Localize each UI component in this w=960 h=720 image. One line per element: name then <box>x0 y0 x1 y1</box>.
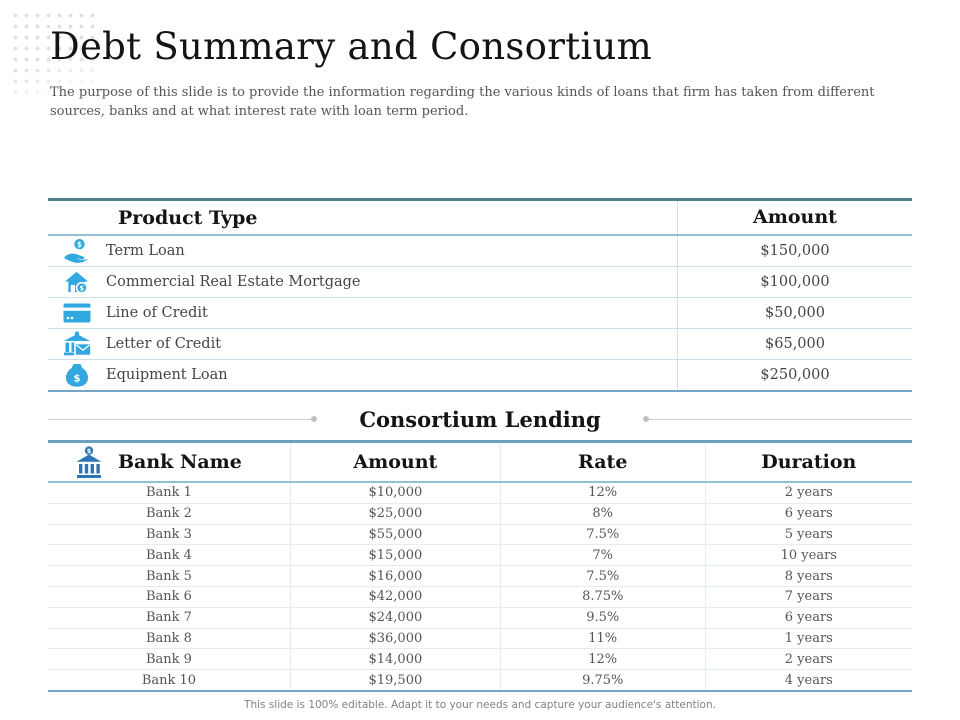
bank-name: Bank 7 <box>145 610 192 626</box>
table-row: $ Commercial Real Estate Mortgage $100,0… <box>48 267 912 298</box>
loan-amount: $15,000 <box>289 545 500 566</box>
product-name: Line of Credit <box>106 305 208 321</box>
page-title: Debt Summary and Consortium <box>50 25 653 68</box>
loan-rate: 7.5% <box>499 524 705 545</box>
table-row: Bank 8 $36,000 11% 1 years <box>48 628 912 650</box>
product-amount: $65,000 <box>677 329 912 359</box>
table-row: Bank 7 $24,000 9.5% 6 years <box>48 607 912 629</box>
slide-subtitle: The purpose of this slide is to provide … <box>50 85 875 119</box>
loan-amount: $16,000 <box>289 566 500 586</box>
product-amount: $150,000 <box>677 236 912 266</box>
svg-text:$: $ <box>76 240 81 249</box>
column-header-amount: Amount <box>677 201 912 234</box>
loan-rate: 7.5% <box>499 566 705 586</box>
table-row: Bank 9 $14,000 12% 2 years <box>48 649 912 671</box>
consortium-lending-heading: Consortium Lending <box>48 402 912 436</box>
table-row: Bank 10 $19,500 9.75% 4 years <box>48 670 912 690</box>
loan-amount: $42,000 <box>289 586 500 607</box>
table-row: Letter of Credit $65,000 <box>48 329 912 360</box>
bank-name: Bank 3 <box>145 526 192 542</box>
svg-text:$: $ <box>79 284 84 292</box>
table-row: Bank 2 $25,000 8% 6 years <box>48 503 912 525</box>
table-row: Bank 6 $42,000 8.75% 7 years <box>48 586 912 608</box>
product-name: Letter of Credit <box>106 336 222 352</box>
loan-amount: $24,000 <box>289 607 500 628</box>
table-row: Bank 1 $10,000 12% 2 years <box>48 483 912 504</box>
table-header-row: $ Bank Name Amount Rate Duration <box>48 443 912 483</box>
product-name: Commercial Real Estate Mortgage <box>106 274 361 290</box>
loan-duration: 8 years <box>704 566 912 586</box>
loan-rate: 8.75% <box>499 586 705 607</box>
mortgage-house-icon: $ <box>48 270 105 295</box>
loan-rate: 12% <box>499 483 705 503</box>
product-name: Equipment Loan <box>106 367 228 383</box>
bank-name: Bank 6 <box>145 589 192 605</box>
divider-line <box>48 418 312 420</box>
money-bag-icon: $ <box>48 363 105 388</box>
svg-text:$: $ <box>73 373 80 384</box>
product-amount: $250,000 <box>677 360 912 390</box>
dot-grid-decoration <box>10 10 96 96</box>
loan-amount: $19,500 <box>289 670 500 690</box>
table-row: $ Term Loan $150,000 <box>48 236 912 267</box>
table-row: Line of Credit $50,000 <box>48 298 912 329</box>
column-header-rate: Rate <box>499 443 705 481</box>
bank-icon: $ <box>74 445 104 479</box>
loan-rate: 8% <box>499 503 705 524</box>
footer-note: This slide is 100% editable. Adapt it to… <box>244 699 716 711</box>
credit-card-icon <box>48 303 105 323</box>
loan-duration: 4 years <box>704 670 912 690</box>
table-header-row: Product Type Amount <box>48 201 912 236</box>
loan-rate: 9.5% <box>499 607 705 628</box>
table-row: $ Equipment Loan $250,000 <box>48 360 912 390</box>
section-title: Consortium Lending <box>359 406 601 432</box>
loan-duration: 7 years <box>704 586 912 607</box>
loan-amount: $25,000 <box>289 503 500 524</box>
loan-duration: 2 years <box>704 483 912 503</box>
loan-duration: 6 years <box>704 503 912 524</box>
column-header-bank-name: Bank Name <box>118 451 242 473</box>
column-header-duration: Duration <box>704 443 912 481</box>
bank-name: Bank 4 <box>145 547 192 563</box>
hand-coin-icon: $ <box>48 238 105 264</box>
loan-duration: 10 years <box>704 545 912 566</box>
loan-duration: 5 years <box>704 524 912 545</box>
bank-name: Bank 2 <box>145 506 192 522</box>
bank-name: Bank 10 <box>141 672 197 688</box>
letter-credit-icon <box>48 331 105 357</box>
loan-amount: $36,000 <box>289 628 500 649</box>
table-row: Bank 5 $16,000 7.5% 8 years <box>48 566 912 587</box>
bank-name: Bank 1 <box>145 485 192 501</box>
product-amount: $50,000 <box>677 298 912 328</box>
loan-rate: 7% <box>499 545 705 566</box>
loan-duration: 2 years <box>704 649 912 670</box>
loan-duration: 1 years <box>704 628 912 649</box>
consortium-lending-table: $ Bank Name Amount Rate Duration Bank 1 … <box>48 440 912 692</box>
table-row: Bank 3 $55,000 7.5% 5 years <box>48 524 912 546</box>
table-row: Bank 4 $15,000 7% 10 years <box>48 545 912 567</box>
loan-duration: 6 years <box>704 607 912 628</box>
svg-text:$: $ <box>87 447 92 455</box>
loan-rate: 11% <box>499 628 705 649</box>
bank-name: Bank 9 <box>145 651 192 667</box>
loan-rate: 12% <box>499 649 705 670</box>
bank-name: Bank 8 <box>145 630 192 646</box>
column-header-product-type: Product Type <box>118 206 258 229</box>
loan-amount: $10,000 <box>289 483 500 503</box>
bank-name: Bank 5 <box>145 568 192 584</box>
product-name: Term Loan <box>106 243 185 259</box>
divider-dot <box>311 416 318 422</box>
debt-summary-table: Product Type Amount $ Term Loan $150,000 <box>48 198 912 392</box>
loan-rate: 9.75% <box>499 670 705 690</box>
loan-amount: $14,000 <box>289 649 500 670</box>
divider-dot <box>642 416 649 422</box>
column-header-amount: Amount <box>289 443 500 481</box>
divider-line <box>648 418 912 420</box>
product-amount: $100,000 <box>677 267 912 297</box>
loan-amount: $55,000 <box>289 524 500 545</box>
